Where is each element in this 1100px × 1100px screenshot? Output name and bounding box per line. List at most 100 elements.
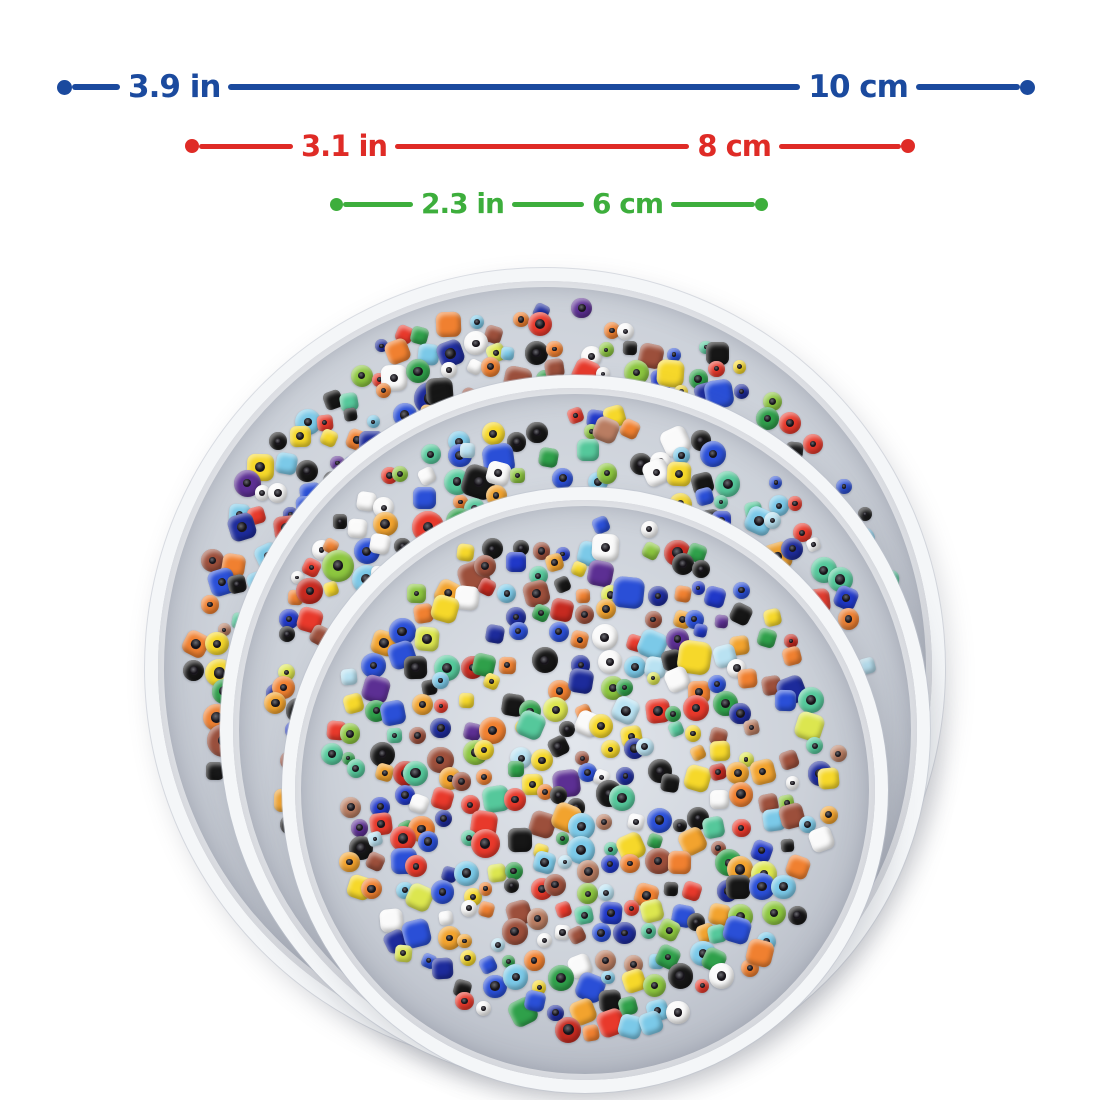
bead-hole xyxy=(736,789,747,800)
seed-bead xyxy=(709,740,731,762)
dimension-endpoint-dot xyxy=(1020,79,1035,95)
bead-hole xyxy=(410,663,421,673)
bead-hole xyxy=(302,466,312,476)
bead-hole xyxy=(631,663,640,672)
bead-hole xyxy=(538,857,550,869)
seed-bead xyxy=(549,786,568,804)
seed-bead xyxy=(817,767,840,790)
seed-bead xyxy=(340,796,362,818)
seed-bead xyxy=(434,698,449,713)
bead-hole xyxy=(389,373,399,383)
bead-hole xyxy=(671,352,677,358)
seed-bead xyxy=(663,881,678,897)
bead-hole xyxy=(512,438,521,447)
bead-hole xyxy=(481,1006,486,1012)
seed-bead xyxy=(406,584,426,604)
seed-bead xyxy=(666,720,685,739)
seed-bead xyxy=(267,483,288,503)
bead-hole xyxy=(439,815,447,822)
seed-bead xyxy=(452,772,471,791)
seed-bead xyxy=(806,736,824,755)
seed-bead xyxy=(531,647,558,674)
bead-hole xyxy=(673,1008,683,1017)
bead-hole xyxy=(716,971,727,981)
seed-bead xyxy=(474,740,494,760)
bead-hole xyxy=(584,890,591,897)
dimension-line-small: 2.3 in 6 cm xyxy=(330,186,768,222)
bead-hole xyxy=(479,838,491,849)
bead-hole xyxy=(609,327,615,334)
seed-bead xyxy=(576,859,600,883)
bead-hole xyxy=(399,950,407,958)
bead-hole xyxy=(391,732,398,738)
bead-hole xyxy=(243,479,252,488)
bead-hole xyxy=(540,655,550,665)
bead-hole xyxy=(603,347,609,352)
seed-bead xyxy=(857,506,872,521)
seed-bead xyxy=(695,978,710,993)
bead-hole xyxy=(489,545,496,552)
seed-bead xyxy=(508,827,533,852)
seed-bead xyxy=(588,714,613,738)
dimension-line-segment xyxy=(199,143,293,149)
seed-bead xyxy=(787,905,807,925)
bead-hole xyxy=(397,833,408,844)
bead-hole xyxy=(424,837,433,846)
bead-hole xyxy=(461,868,472,879)
bead-hole xyxy=(461,997,469,1005)
bead-hole xyxy=(663,952,673,962)
seed-bead xyxy=(667,850,692,875)
bead-hole xyxy=(790,780,795,786)
seed-bead xyxy=(680,879,703,902)
bead-hole xyxy=(601,956,610,965)
seed-bead xyxy=(524,341,549,365)
bead-hole xyxy=(510,926,520,936)
bead-hole xyxy=(651,676,656,681)
seed-bead xyxy=(594,949,617,972)
seed-bead xyxy=(603,322,621,339)
bead-hole xyxy=(769,909,779,918)
bead-hole xyxy=(419,701,426,709)
bead-hole xyxy=(555,791,562,799)
bead-hole xyxy=(690,730,697,737)
seed-bead xyxy=(600,855,619,874)
bead-hole xyxy=(538,756,546,765)
bead-hole xyxy=(699,983,705,989)
seed-bead xyxy=(526,422,548,444)
seed-bead xyxy=(708,963,735,989)
seed-bead xyxy=(475,1001,492,1017)
bead-hole xyxy=(601,371,606,376)
bead-hole xyxy=(694,814,702,822)
seed-bead xyxy=(531,850,557,876)
bead-hole xyxy=(537,608,546,618)
bead-hole xyxy=(600,632,610,642)
seed-bead xyxy=(393,944,412,963)
bead-hole xyxy=(768,397,777,406)
seed-bead xyxy=(458,692,475,708)
bead-hole xyxy=(692,918,699,925)
seed-bead xyxy=(431,957,454,980)
seed-bead xyxy=(403,761,428,786)
seed-bead xyxy=(591,923,611,943)
bead-hole xyxy=(414,732,421,739)
bead-hole xyxy=(603,470,610,477)
seed-bead xyxy=(707,762,728,782)
seed-bead xyxy=(339,851,360,873)
seed-bead xyxy=(476,900,496,919)
bead-hole xyxy=(481,774,487,780)
seed-bead xyxy=(762,901,786,926)
seed-bead xyxy=(536,932,553,949)
seed-bead xyxy=(737,667,759,689)
bead-hole xyxy=(559,835,566,842)
seed-bead xyxy=(666,1000,690,1025)
bead-hole xyxy=(371,836,377,842)
bead-hole xyxy=(542,789,549,795)
bead-hole xyxy=(379,343,385,349)
seed-bead xyxy=(715,471,741,497)
bead-hole xyxy=(758,766,768,776)
bead-hole xyxy=(738,388,745,395)
seed-bead xyxy=(685,725,702,742)
bead-hole xyxy=(541,937,548,944)
bead-hole xyxy=(675,971,685,981)
bead-hole xyxy=(621,685,627,691)
